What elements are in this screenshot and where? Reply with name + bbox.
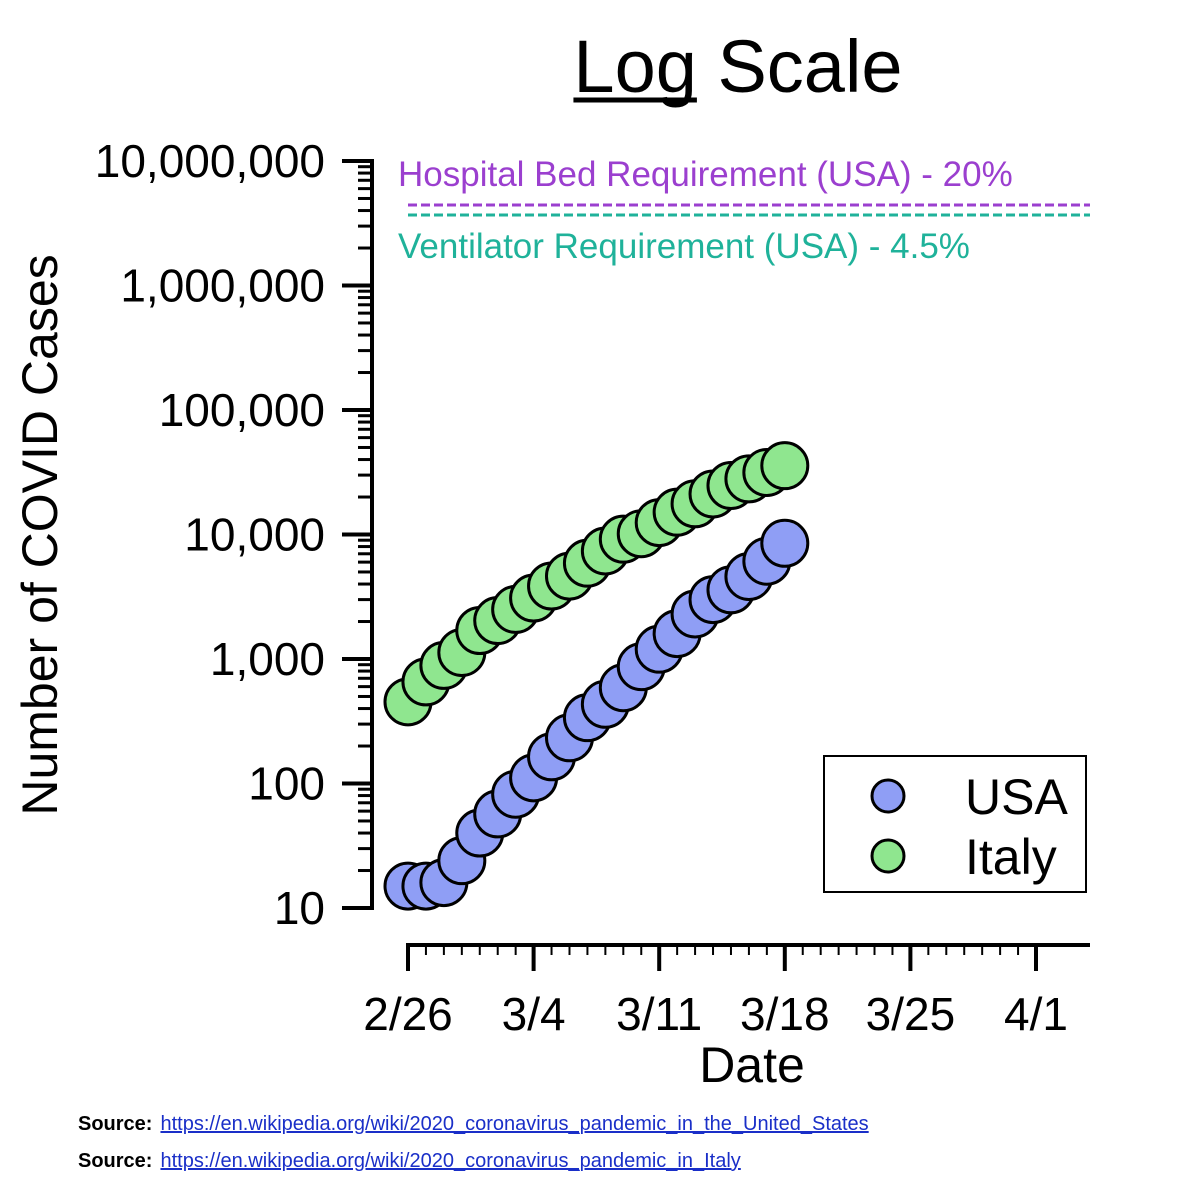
- hospital-bed-annotation: Hospital Bed Requirement (USA) - 20%: [398, 155, 1013, 194]
- italy-point: [760, 441, 810, 491]
- x-tick-label: 3/11: [616, 988, 702, 1040]
- chart-title: Log Scale: [573, 25, 902, 108]
- y-tick-label: 1,000: [210, 633, 325, 685]
- source-link-usa[interactable]: https://en.wikipedia.org/wiki/2020_coron…: [160, 1113, 869, 1135]
- y-tick-label: 10,000: [184, 509, 325, 561]
- legend-label-usa: USA: [965, 769, 1068, 825]
- x-tick-label: 2/26: [363, 988, 453, 1040]
- x-tick-label: 3/18: [740, 988, 830, 1040]
- y-tick-label: 100: [248, 758, 325, 810]
- y-tick-label: 100,000: [159, 384, 325, 436]
- legend-marker-italy: [870, 838, 906, 874]
- legend-label-italy: Italy: [965, 829, 1057, 885]
- source-link-italy[interactable]: https://en.wikipedia.org/wiki/2020_coron…: [160, 1150, 741, 1172]
- y-tick-label: 10,000,000: [95, 135, 325, 187]
- legend-marker-usa: [870, 778, 906, 814]
- source-line-usa: Source: https://en.wikipedia.org/wiki/202…: [78, 1113, 869, 1136]
- y-tick-label: 10: [274, 882, 325, 934]
- x-axis-label: Date: [699, 1037, 805, 1093]
- ventilator-annotation: Ventilator Requirement (USA) - 4.5%: [398, 227, 970, 266]
- x-tick-label: 4/1: [1004, 988, 1068, 1040]
- source-label: Source:: [78, 1113, 153, 1135]
- usa-point: [760, 518, 810, 568]
- x-tick-label: 3/4: [502, 988, 566, 1040]
- source-label: Source:: [78, 1150, 153, 1172]
- legend-box: [823, 755, 1087, 893]
- y-tick-label: 1,000,000: [120, 260, 325, 312]
- y-axis-label: Number of COVID Cases: [12, 254, 68, 815]
- chart-canvas: Log Scale 10 100 1,000 10,000 100,000 1,000,00…: [12, 25, 1090, 1093]
- source-line-italy: Source: https://en.wikipedia.org/wiki/202…: [78, 1150, 741, 1173]
- x-tick-label: 3/25: [866, 988, 956, 1040]
